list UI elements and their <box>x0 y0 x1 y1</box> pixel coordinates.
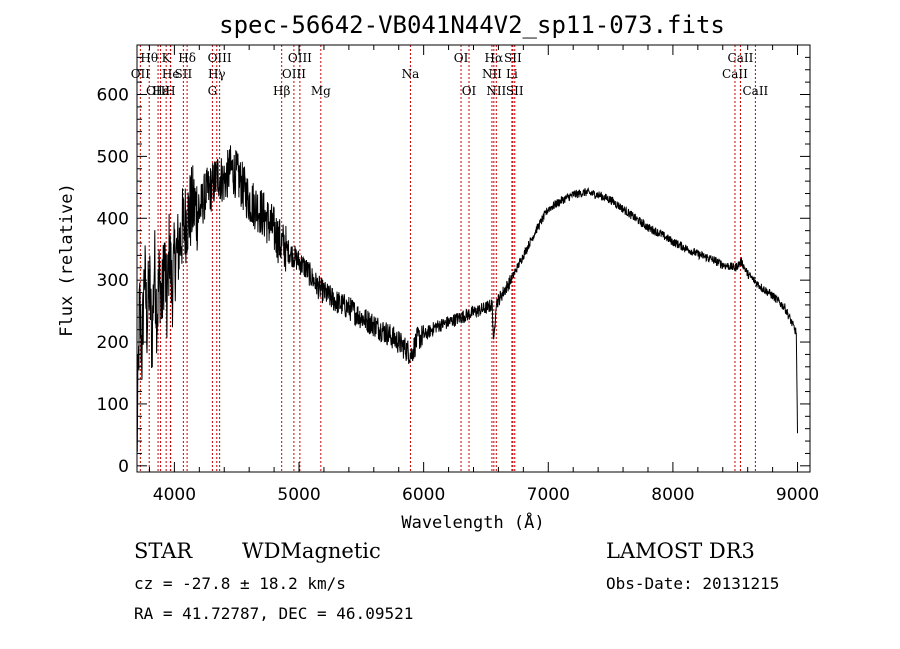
y-tick-label: 400 <box>97 209 129 229</box>
line-marker-label: Hα <box>485 51 504 65</box>
x-tick-label: 4000 <box>153 485 196 505</box>
sky-coordinates: RA = 41.72787, DEC = 46.09521 <box>134 604 413 623</box>
y-axis-ticks: 0 100 200 300 400 500 600 <box>97 56 810 477</box>
line-marker-label: CaII <box>742 84 768 98</box>
line-marker-label: SII <box>504 51 522 65</box>
x-axis-ticks: 4000 5000 6000 7000 8000 9000 <box>148 45 819 505</box>
observation-date: Obs-Date: 20131215 <box>606 574 779 593</box>
y-tick-label: 200 <box>97 333 129 353</box>
line-marker-label: NII <box>486 84 506 98</box>
line-marker-label: Hβ <box>273 84 290 98</box>
x-tick-label: 7000 <box>527 485 570 505</box>
line-marker-label: G <box>208 84 218 98</box>
x-tick-label: 9000 <box>776 485 819 505</box>
line-marker-label: Hγ <box>208 67 226 81</box>
line-marker-label: Hθ <box>140 51 158 65</box>
line-marker-label: SII <box>175 67 193 81</box>
y-axis-label: Flux (relative) <box>57 183 77 337</box>
y-tick-label: 600 <box>97 86 129 106</box>
x-tick-label: 8000 <box>651 485 694 505</box>
line-marker-label: OIII <box>282 67 306 81</box>
x-tick-label: 6000 <box>402 485 445 505</box>
line-marker-label: Li <box>506 67 518 81</box>
spectral-line-markers <box>139 45 756 472</box>
line-marker-label: OIII <box>146 84 170 98</box>
line-marker-label: He <box>162 67 180 81</box>
survey-name: LAMOST DR3 <box>606 539 755 563</box>
line-marker-label: OI <box>454 51 469 65</box>
chart-title: spec-56642-VB041N44V2_sp11-073.fits <box>219 11 725 39</box>
flux-series-line <box>136 145 798 452</box>
line-marker-label: OI <box>462 84 477 98</box>
y-tick-label: 300 <box>97 271 129 291</box>
y-tick-label: 500 <box>97 147 129 167</box>
line-marker-label: Na <box>402 67 420 81</box>
line-marker-label: SII <box>506 84 524 98</box>
line-marker-label: Hε <box>152 84 169 98</box>
line-marker-label: CaII <box>722 67 748 81</box>
line-marker-label: OIII <box>288 51 312 65</box>
object-subclass: WDMagnetic <box>242 539 381 563</box>
line-marker-label: H <box>165 84 175 98</box>
line-marker-label: OIII <box>208 51 232 65</box>
line-marker-label: NII <box>482 67 502 81</box>
x-axis-label: Wavelength (Å) <box>401 511 544 533</box>
y-tick-label: 0 <box>118 457 129 477</box>
object-class: STAR <box>134 539 193 563</box>
line-marker-label: OII <box>131 67 151 81</box>
line-marker-label: Hδ <box>178 51 196 65</box>
y-tick-label: 100 <box>97 395 129 415</box>
line-marker-label: CaII <box>728 51 754 65</box>
line-marker-label: K <box>162 51 172 65</box>
redshift-velocity: cz = -27.8 ± 18.2 km/s <box>134 574 346 593</box>
line-marker-label: Mg <box>311 84 331 98</box>
x-tick-label: 5000 <box>277 485 320 505</box>
